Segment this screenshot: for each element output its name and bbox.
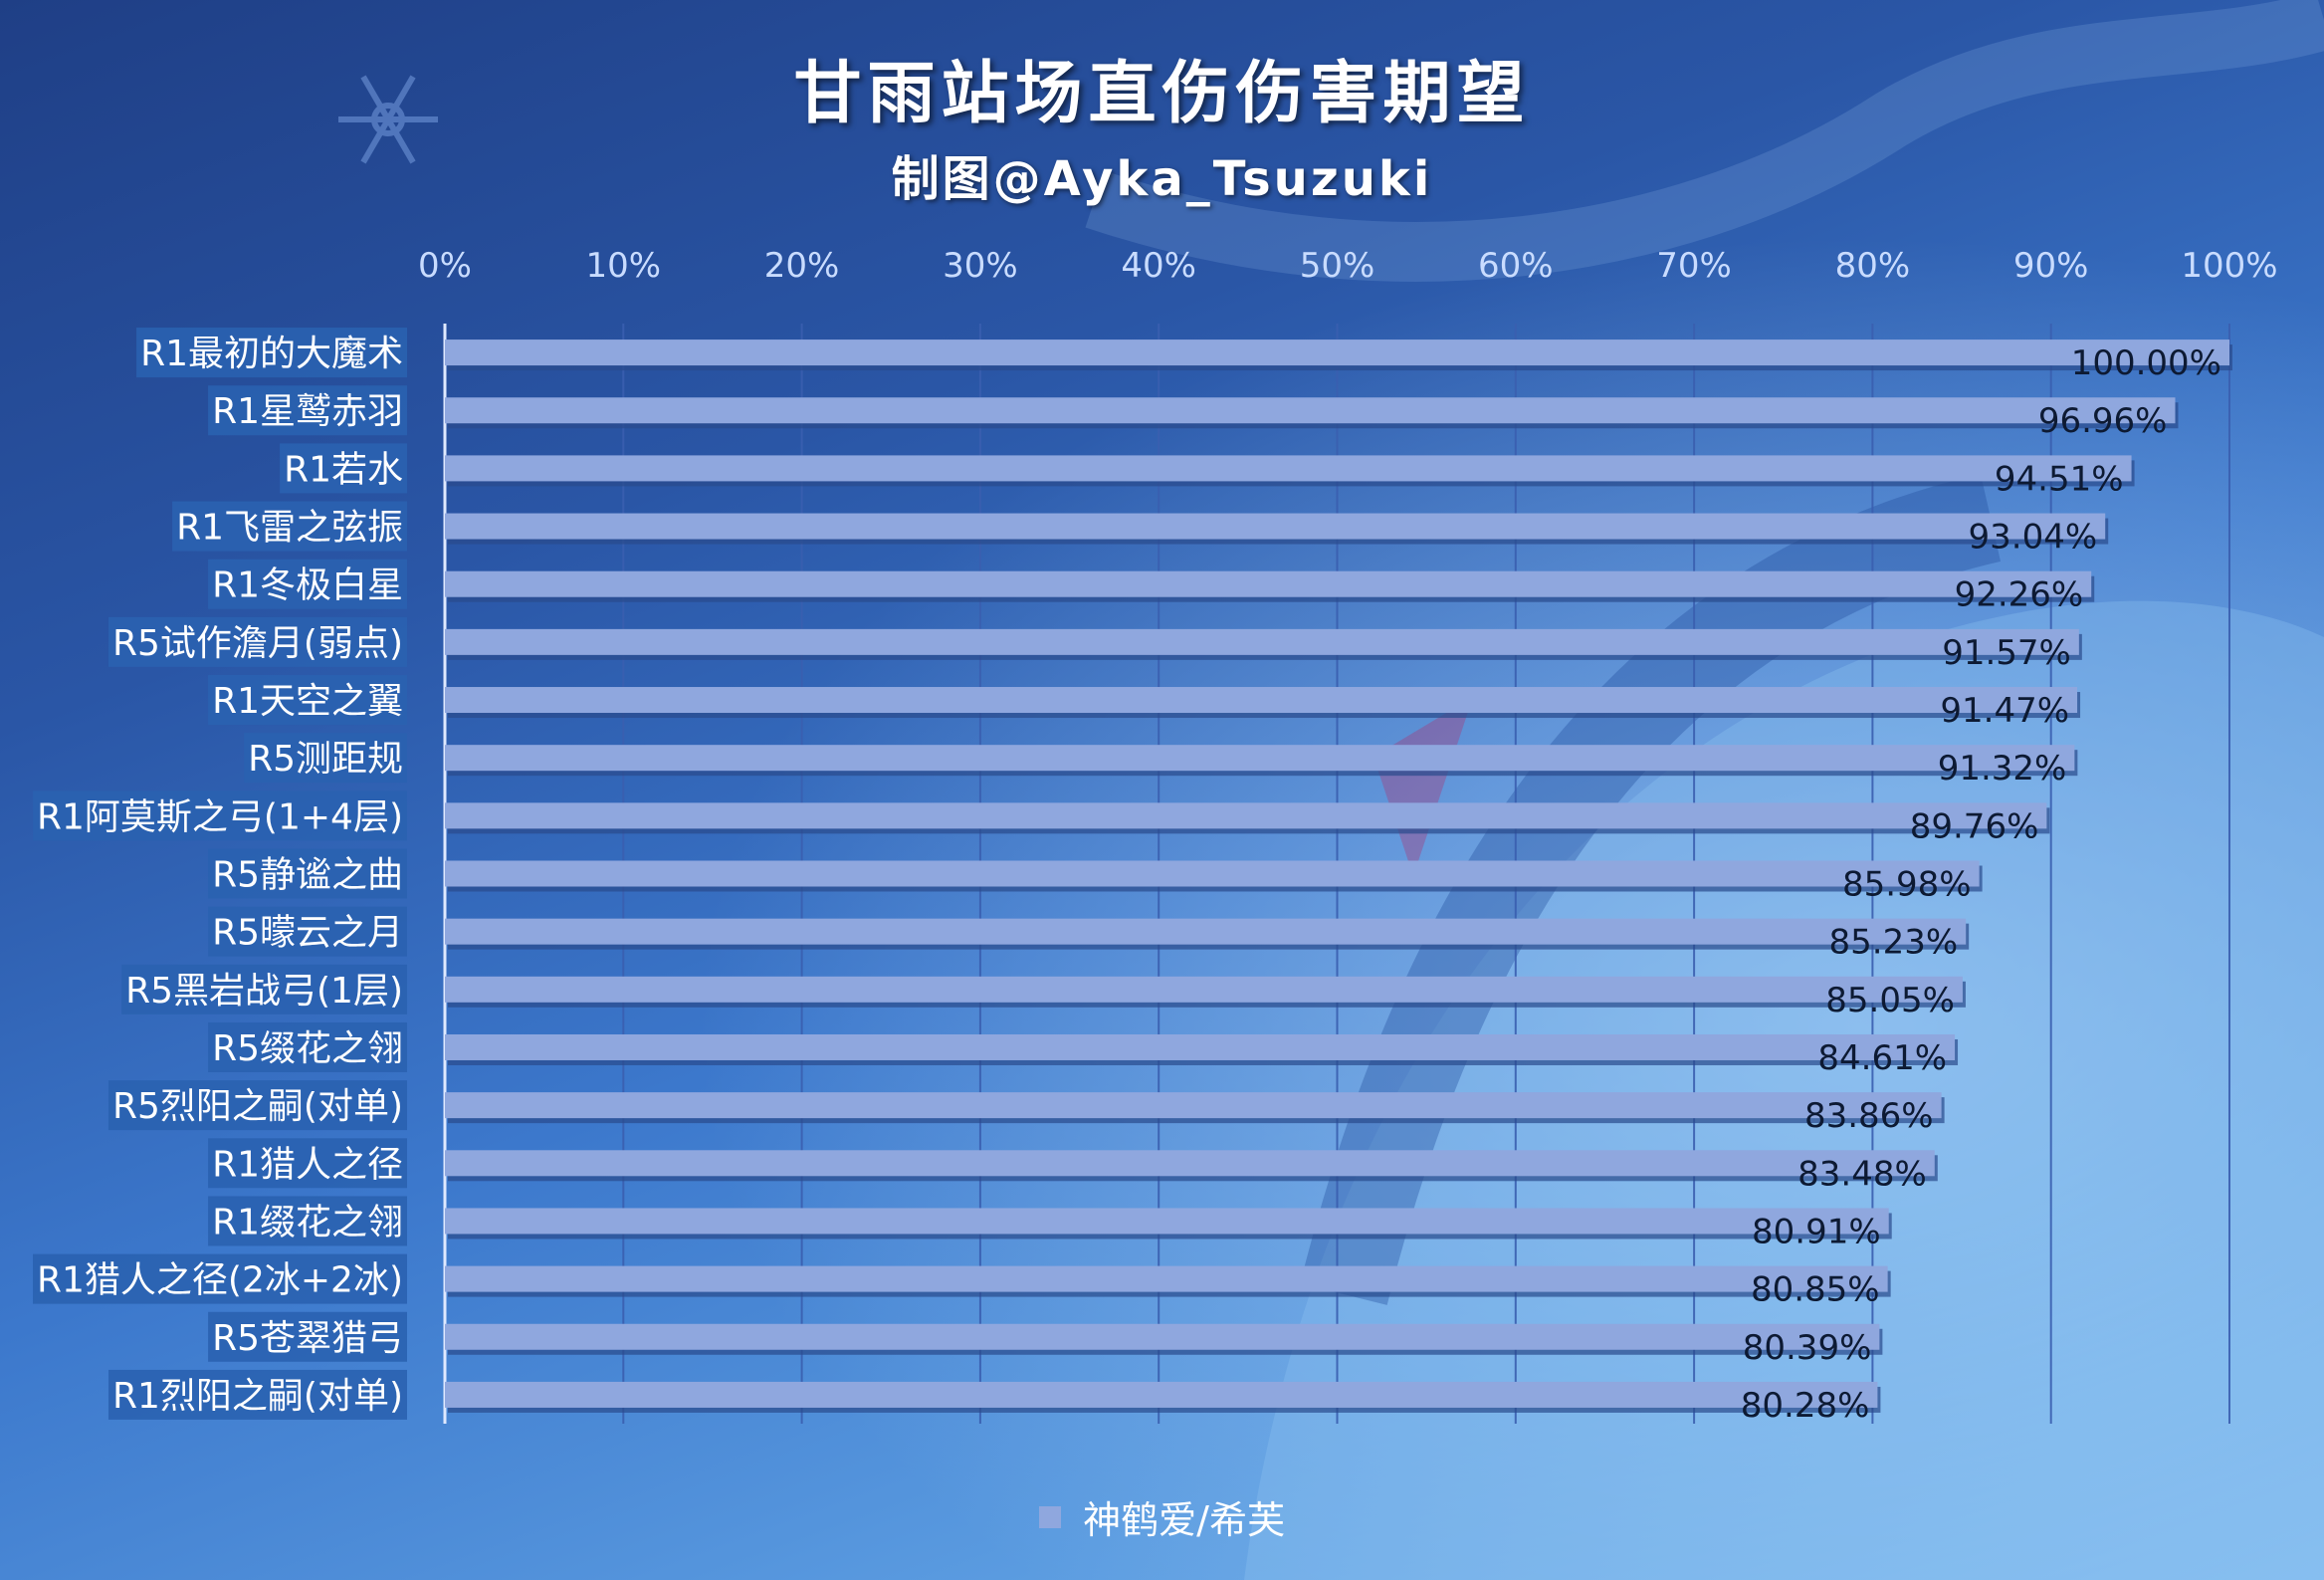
bar [445,1208,1889,1235]
category-label-background [208,1138,407,1189]
snowflake-icon [338,75,438,164]
data-label: 85.05% [1825,981,1955,1020]
category-label-background [33,790,407,841]
bar [445,1265,1888,1292]
category-label-background [208,559,407,609]
x-tick-label: 50% [1300,246,1375,286]
category-label: R5测距规 [248,739,403,780]
category-label-background [208,385,407,436]
x-tick-label: 30% [943,246,1018,286]
category-label-background [208,675,407,726]
bar [445,687,2078,714]
x-tick-label: 70% [1656,246,1732,286]
bar [445,1033,1956,1060]
data-label: 80.39% [1743,1328,1872,1368]
legend-label: 神鹤爱/希芙 [1083,1498,1285,1542]
category-label: R5曚云之月 [212,913,403,954]
bar [445,745,2075,772]
chart-title: 甘雨站场直伤伤害期望 [793,55,1531,133]
legend: 神鹤爱/希芙 [0,1489,2324,1544]
x-tick-label: 80% [1835,246,1911,286]
bar [445,570,2092,597]
data-label: 93.04% [1969,518,2098,558]
category-label: R1猎人之径 [212,1144,403,1185]
category-label: R1阿莫斯之弓(1+4层) [37,796,403,837]
category-label-background [107,1369,407,1420]
data-label: 85.98% [1842,865,1972,905]
chart-subtitle: 制图@Ayka_Tsuzuki [891,151,1433,207]
bar [445,1323,1880,1350]
data-label: 80.28% [1741,1386,1870,1426]
data-label: 96.96% [2038,401,2168,441]
data-label: 83.48% [1797,1154,1927,1194]
legend-swatch [1039,1505,1062,1528]
data-label: 80.91% [1752,1212,1881,1251]
category-label: R1星鹫赤羽 [212,391,403,432]
category-label: R1飞雷之弦振 [176,508,403,549]
category-label-background [244,733,407,784]
category-label: R1最初的大魔术 [140,334,403,374]
category-label-background [107,1080,407,1131]
data-label: 84.61% [1817,1038,1947,1078]
bar [445,1092,1942,1119]
data-label: 80.85% [1751,1270,1880,1310]
data-label: 91.57% [1942,633,2071,673]
bar [445,455,2132,482]
bar [445,860,1980,887]
category-label: R5静谧之曲 [212,855,403,896]
x-tick-label: 60% [1478,246,1554,286]
x-tick-label: 0% [418,246,472,286]
category-label-background [208,1021,407,1072]
data-label: 85.23% [1829,923,1959,963]
category-label-background [208,1311,407,1362]
category-label-background [208,906,407,957]
category-label: R5试作澹月(弱点) [112,623,403,664]
data-label: 94.51% [1995,459,2124,499]
category-label: R5烈阳之嗣(对单) [112,1086,403,1127]
data-label: 91.47% [1940,691,2069,731]
data-label: 83.86% [1804,1096,1934,1136]
x-tick-label: 10% [586,246,662,286]
category-label: R1若水 [284,449,403,490]
x-tick-label: 20% [764,246,840,286]
data-label: 100.00% [2071,343,2221,383]
x-tick-label: 100% [2181,246,2277,286]
category-label-background [107,616,407,667]
category-label-background [208,848,407,899]
bar [445,513,2106,540]
bar [445,397,2176,424]
x-tick-label: 40% [1121,246,1196,286]
category-label: R5苍翠猎弓 [212,1318,403,1359]
data-label: 89.76% [1910,806,2039,846]
category-label: R1天空之翼 [212,681,403,722]
bar [445,918,1967,945]
category-label: R5缀花之翎 [212,1028,403,1069]
bar [445,339,2229,366]
bar [445,628,2079,655]
category-label-background [33,1253,407,1304]
category-label-background [280,443,407,494]
data-label: 92.26% [1955,575,2084,615]
x-tick-label: 90% [2013,246,2089,286]
category-label-background [136,328,407,378]
category-label: R1冬极白星 [212,565,403,606]
category-label: R5黑岩战弓(1层) [125,971,403,1012]
category-label: R1烈阳之嗣(对单) [112,1376,403,1417]
bar [445,976,1963,1003]
category-label-background [208,1196,407,1246]
bar [445,1150,1935,1177]
bar [445,1381,1878,1408]
data-label: 91.32% [1938,749,2067,789]
category-label: R1猎人之径(2冰+2冰) [37,1260,403,1301]
category-label: R1缀花之翎 [212,1202,403,1242]
category-label-background [121,964,407,1015]
bar [445,802,2047,829]
category-label-background [172,501,407,552]
